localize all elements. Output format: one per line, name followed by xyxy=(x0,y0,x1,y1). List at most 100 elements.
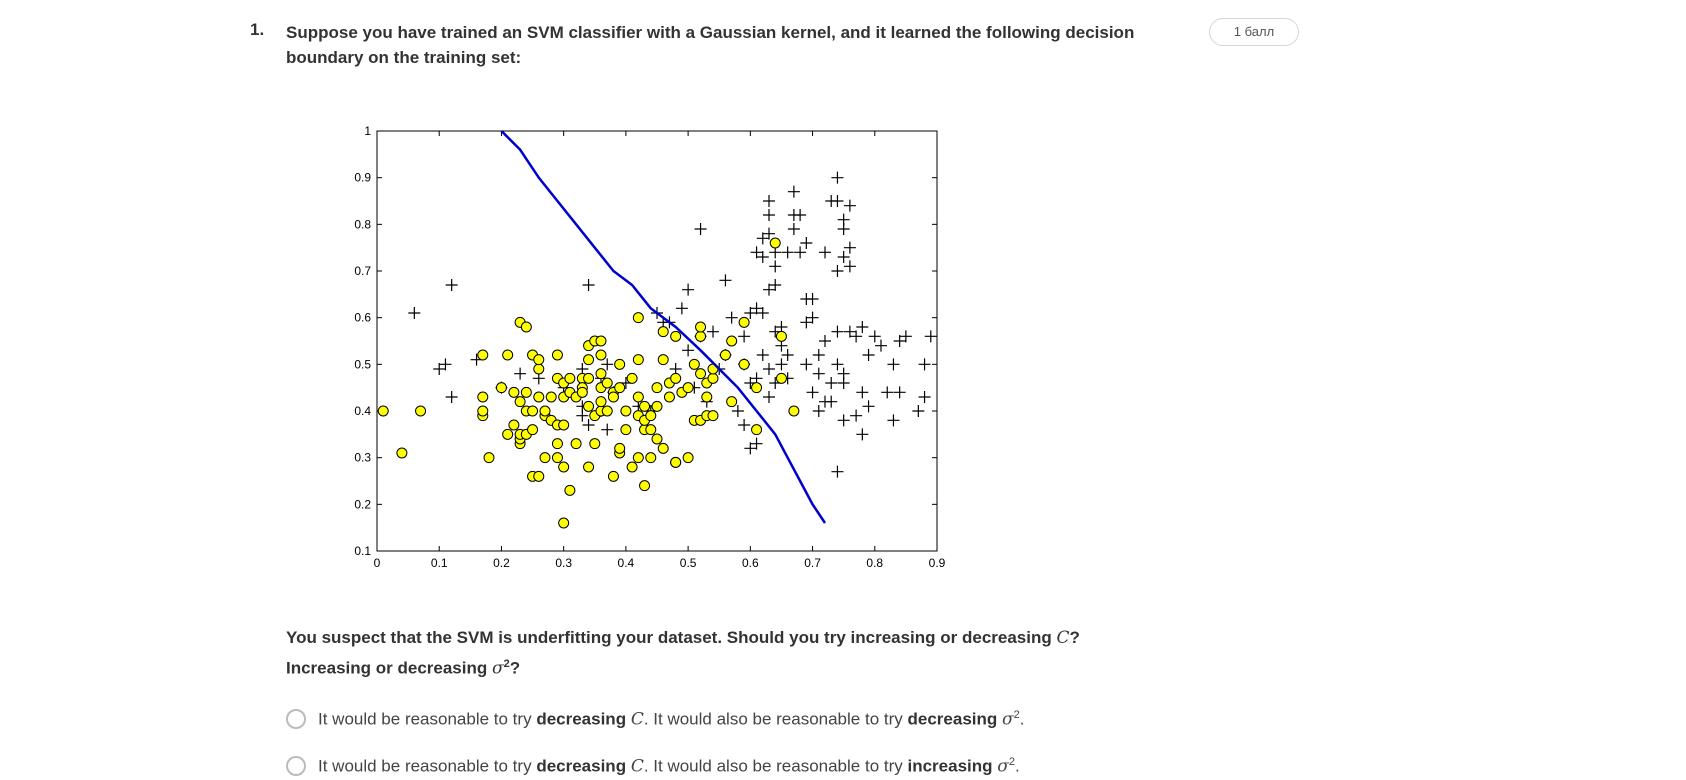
x-tick-label: 0.8 xyxy=(866,556,883,570)
negative-example-marker xyxy=(508,419,520,431)
negative-example-marker xyxy=(495,382,507,394)
x-tick-label: 0.6 xyxy=(742,556,759,570)
negative-example-marker xyxy=(775,330,787,342)
negative-example-marker xyxy=(651,400,663,412)
positive-example-marker xyxy=(831,195,844,207)
positive-example-marker xyxy=(893,386,906,399)
positive-example-marker xyxy=(750,246,763,259)
negative-example-marker xyxy=(533,470,545,482)
positive-example-marker xyxy=(763,391,775,403)
positive-example-marker xyxy=(806,293,819,305)
negative-example-marker xyxy=(576,386,588,398)
variable-sigma: σ xyxy=(491,658,504,679)
positive-example-marker xyxy=(800,237,813,249)
negative-example-marker xyxy=(695,368,707,380)
negative-example-marker xyxy=(688,358,700,370)
negative-example-marker xyxy=(719,349,731,361)
negative-example-marker xyxy=(564,372,576,384)
prompt-question-mark: ? xyxy=(509,658,521,678)
positive-example-marker xyxy=(750,437,763,450)
negative-example-marker xyxy=(614,442,626,454)
negative-example-marker xyxy=(751,424,763,436)
negative-example-marker xyxy=(614,382,626,394)
negative-example-marker xyxy=(788,405,800,417)
negative-example-marker xyxy=(539,452,551,464)
positive-example-marker xyxy=(744,307,757,319)
y-tick-label: 0.2 xyxy=(354,497,371,511)
positive-example-marker xyxy=(445,279,458,291)
radio-button[interactable] xyxy=(286,709,306,729)
negative-example-marker xyxy=(533,391,545,403)
negative-example-marker xyxy=(670,372,682,384)
negative-example-marker xyxy=(626,372,638,384)
positive-example-marker xyxy=(837,367,850,380)
positive-example-marker xyxy=(769,279,782,291)
negative-example-marker xyxy=(607,470,619,482)
positive-example-marker xyxy=(601,358,614,371)
negative-example-marker xyxy=(477,349,489,361)
positive-example-marker xyxy=(831,358,844,371)
negative-example-marker xyxy=(695,330,707,342)
positive-example-marker xyxy=(763,363,775,375)
answer-option-1[interactable]: It would be reasonable to try decreasing… xyxy=(286,705,1024,733)
y-tick-label: 0.6 xyxy=(354,311,371,325)
answer-option-2[interactable]: It would be reasonable to try decreasing… xyxy=(286,752,1020,780)
positive-example-marker xyxy=(856,428,869,441)
question-text: Suppose you have trained an SVM classifi… xyxy=(286,23,1135,67)
positive-example-marker xyxy=(812,349,825,361)
positive-example-marker xyxy=(881,386,894,399)
x-tick-label: 0.1 xyxy=(431,556,448,570)
positive-example-marker xyxy=(756,251,769,263)
negative-example-marker xyxy=(533,354,545,366)
x-tick-label: 0 xyxy=(374,556,381,570)
positive-example-marker xyxy=(806,311,819,324)
negative-example-marker xyxy=(595,396,607,408)
positive-example-marker xyxy=(725,311,738,324)
negative-example-marker xyxy=(477,391,489,403)
positive-example-marker xyxy=(433,363,446,375)
positive-example-marker xyxy=(850,330,863,343)
positive-example-marker xyxy=(781,246,794,259)
variable-c: C xyxy=(1056,628,1070,648)
positive-example-marker xyxy=(837,251,850,263)
negative-example-marker xyxy=(632,354,644,366)
negative-example-marker xyxy=(645,452,657,464)
negative-example-marker xyxy=(514,396,526,408)
negative-example-marker xyxy=(651,433,663,445)
decision-boundary-line xyxy=(500,130,827,524)
negative-example-marker xyxy=(545,391,557,403)
positive-example-marker xyxy=(825,395,838,408)
positive-example-marker xyxy=(707,325,719,338)
positive-example-marker xyxy=(825,377,838,389)
x-tick-label: 0.9 xyxy=(929,556,946,570)
positive-example-marker xyxy=(868,330,881,343)
negative-example-marker xyxy=(551,452,563,464)
y-tick-label: 1 xyxy=(364,124,371,138)
question-number: 1. xyxy=(250,20,265,39)
negative-example-marker xyxy=(682,382,694,394)
negative-example-marker xyxy=(527,405,539,417)
positive-example-marker xyxy=(738,419,751,431)
negative-example-marker xyxy=(657,326,669,338)
negative-example-marker xyxy=(632,391,644,403)
positive-example-marker xyxy=(837,213,850,226)
positive-example-marker xyxy=(750,302,763,315)
y-tick-label: 0.9 xyxy=(354,171,371,185)
negative-example-marker xyxy=(477,405,489,417)
y-tick-label: 0.1 xyxy=(354,544,371,558)
positive-example-marker xyxy=(843,199,856,212)
negative-example-marker xyxy=(502,349,514,361)
y-tick-label: 0.5 xyxy=(354,357,371,371)
x-tick-label: 0.2 xyxy=(493,556,510,570)
positive-example-marker xyxy=(812,405,825,417)
negative-example-marker xyxy=(620,405,632,417)
positive-example-marker xyxy=(862,400,875,413)
negative-example-marker xyxy=(377,405,389,417)
radio-button[interactable] xyxy=(286,756,306,776)
negative-example-marker xyxy=(726,335,738,347)
negative-example-marker xyxy=(570,438,582,450)
prompt-line-2: Increasing or decreasing xyxy=(286,658,488,678)
negative-example-marker xyxy=(645,410,657,422)
positive-example-marker xyxy=(850,409,863,422)
negative-example-marker xyxy=(583,354,595,366)
